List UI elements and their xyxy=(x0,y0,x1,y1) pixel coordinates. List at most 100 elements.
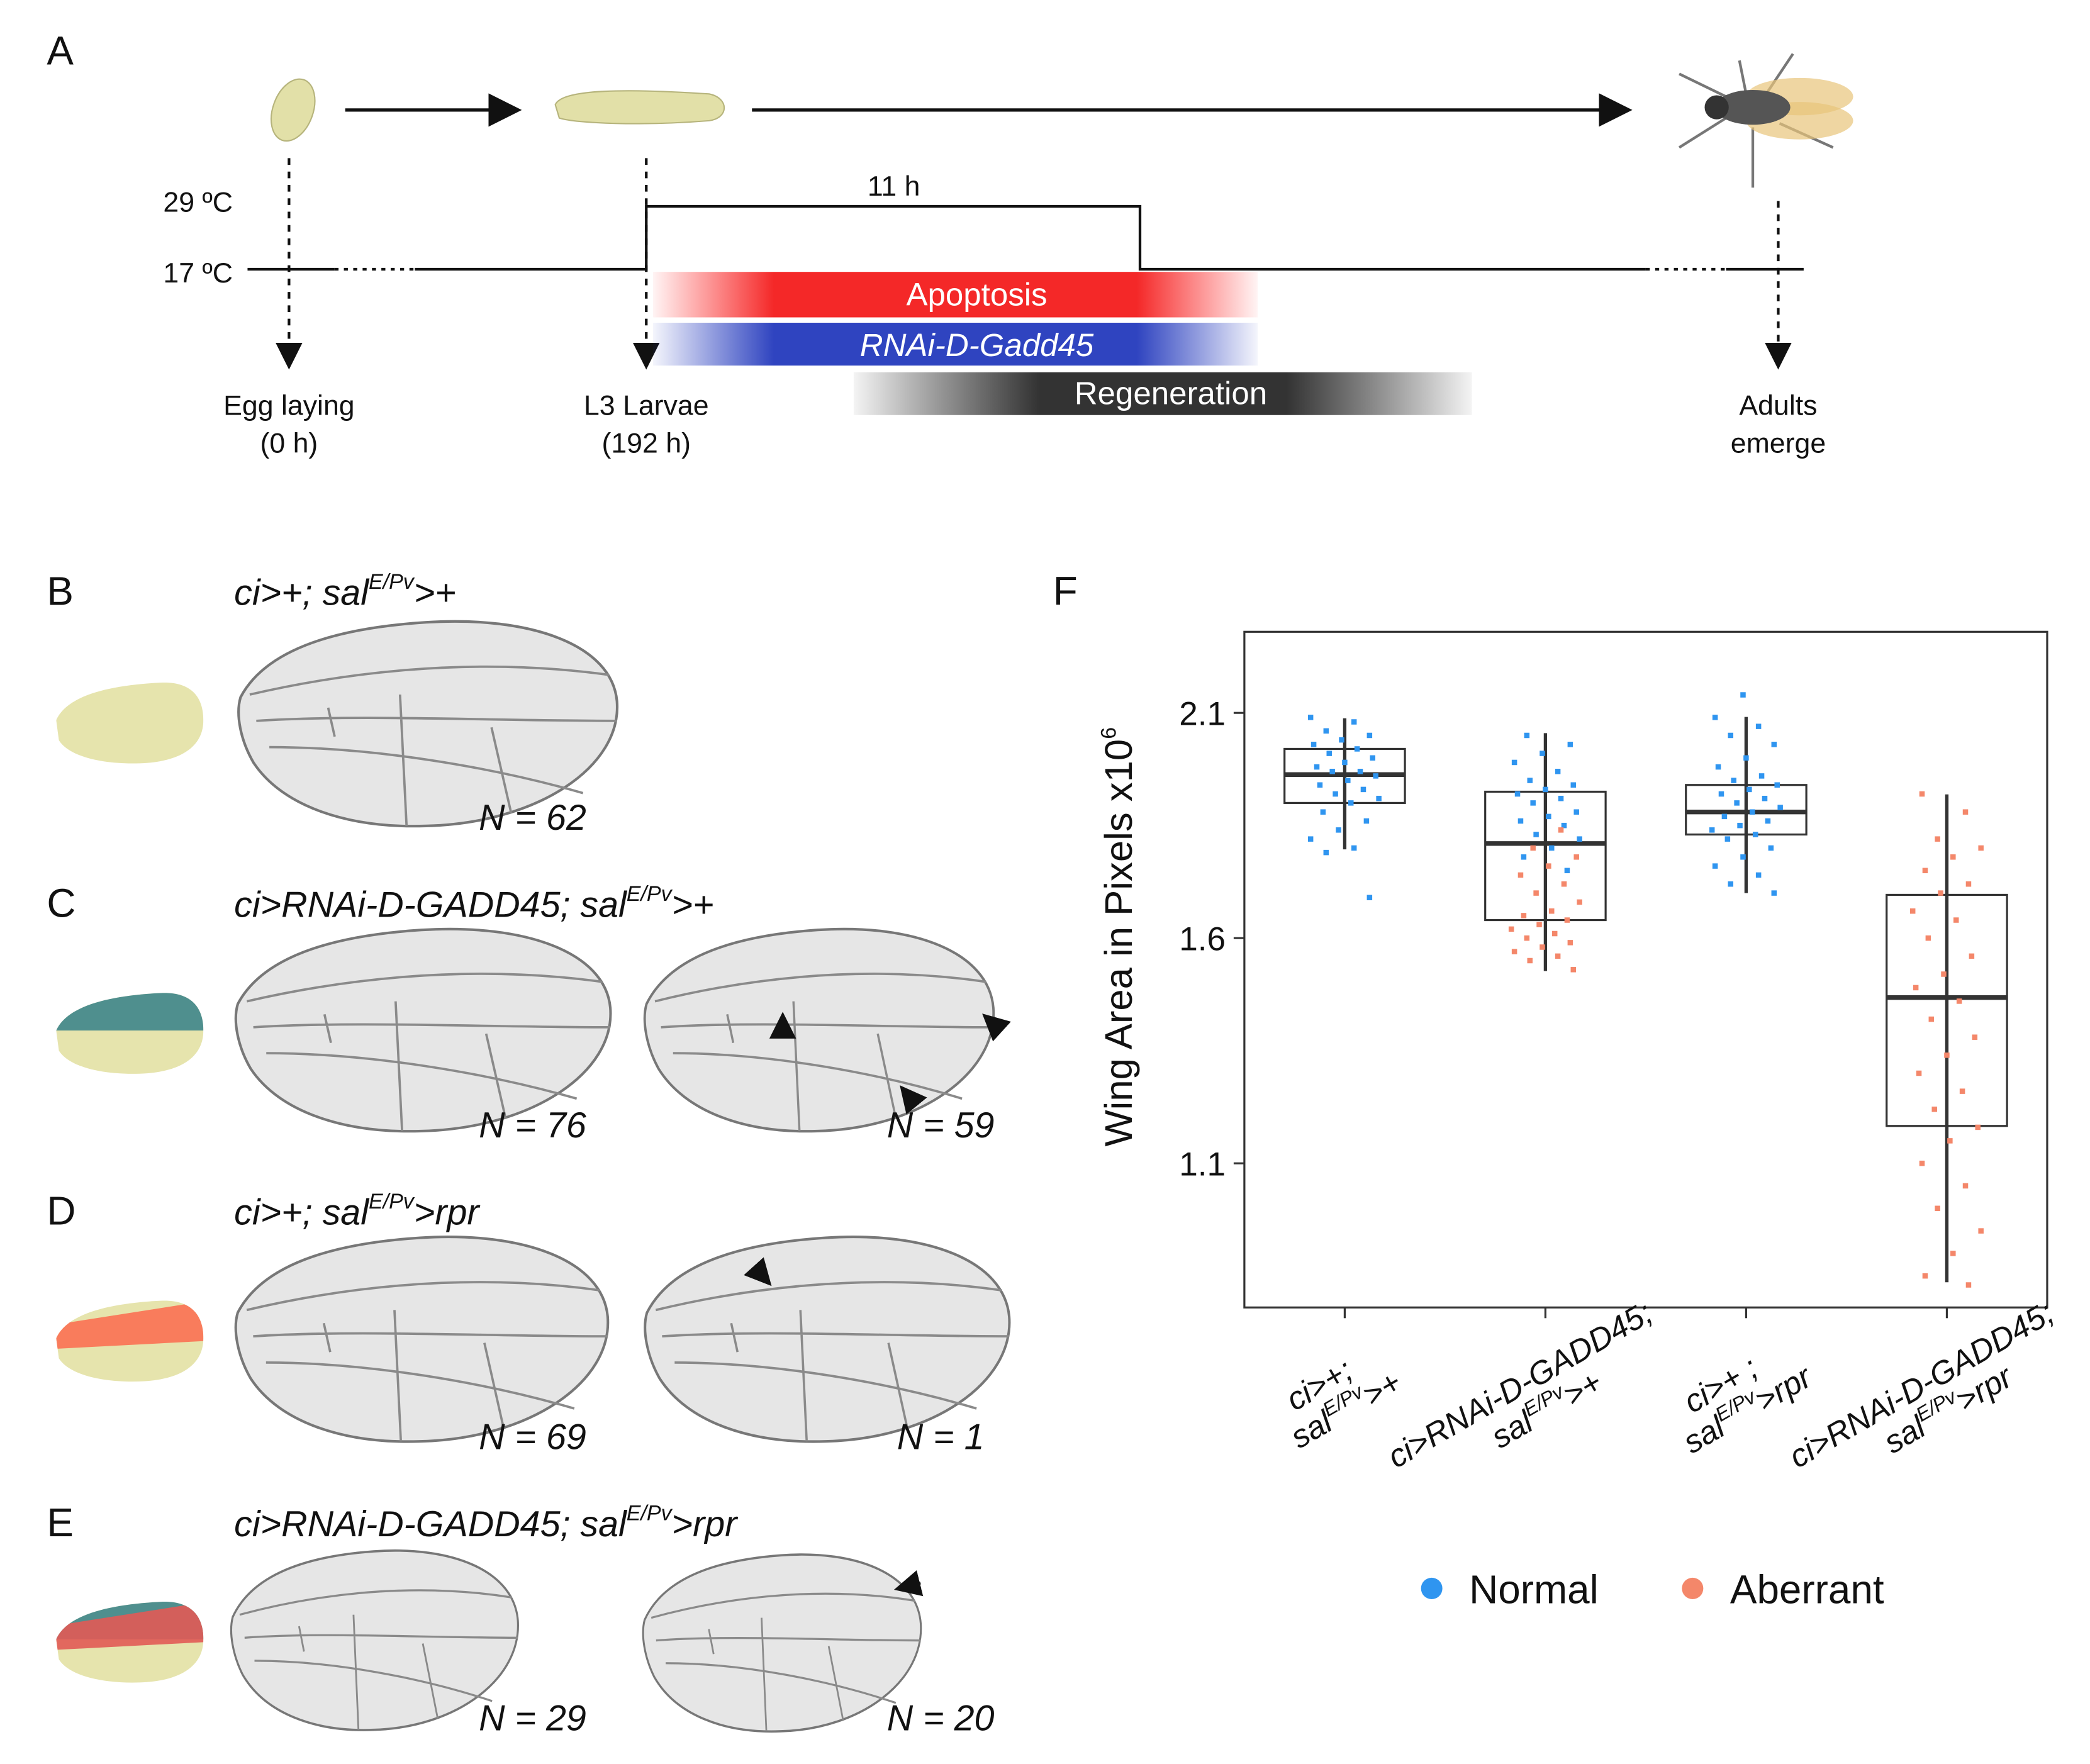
data-point xyxy=(1962,1183,1969,1189)
data-point xyxy=(1765,818,1771,824)
wing-image xyxy=(642,1553,922,1733)
data-point xyxy=(1774,782,1780,788)
count-label: N = 29 xyxy=(479,1698,586,1738)
wing-icon xyxy=(56,682,204,764)
y-tick-label: 2.1 xyxy=(1179,695,1226,732)
data-point xyxy=(1712,863,1718,869)
data-point xyxy=(1975,1124,1981,1130)
bar-label: Apoptosis xyxy=(906,276,1047,312)
y-axis-label: Wing Area in Pixels x106 xyxy=(1097,727,1141,1147)
count-label: N = 59 xyxy=(887,1105,995,1146)
stage-label: (192 h) xyxy=(601,428,691,459)
data-point xyxy=(1567,940,1573,946)
stage-label: emerge xyxy=(1731,428,1826,459)
data-point xyxy=(1922,1273,1928,1279)
genotype-part: >+ xyxy=(672,885,714,925)
panel-label: A xyxy=(47,28,74,74)
data-point xyxy=(1363,818,1370,824)
data-point xyxy=(1919,1160,1925,1166)
data-point xyxy=(1511,949,1517,954)
data-point xyxy=(1323,849,1329,856)
y-axis-label-part: Wing Area in Pixels x10 xyxy=(1097,739,1141,1147)
data-point xyxy=(1743,755,1749,761)
stage-label: (0 h) xyxy=(260,428,318,459)
wing-image xyxy=(645,929,994,1131)
data-point xyxy=(1527,778,1533,783)
genotype-sup: E/Pv xyxy=(627,1501,673,1525)
data-point xyxy=(1536,922,1542,927)
stage-label: L3 Larvae xyxy=(584,391,709,421)
data-point xyxy=(1533,832,1539,837)
data-point xyxy=(1573,809,1579,815)
genotype-part: >rpr xyxy=(414,1192,481,1232)
bar-label: Regeneration xyxy=(1075,376,1267,411)
data-point xyxy=(1333,791,1338,797)
data-point xyxy=(1771,890,1777,896)
apoptosis-bar xyxy=(652,272,1258,318)
wing-image xyxy=(236,929,611,1131)
data-point xyxy=(1965,881,1972,887)
plot-frame xyxy=(1243,630,2048,1309)
data-point xyxy=(1750,809,1755,815)
genotype-part: >rpr xyxy=(672,1504,739,1544)
data-point xyxy=(1307,836,1314,842)
data-point xyxy=(1310,742,1317,747)
genotype-part: ci>RNAi-D-GADD45; sal xyxy=(234,1504,628,1544)
data-point xyxy=(1561,822,1567,829)
data-point xyxy=(1314,764,1320,770)
wing-icon xyxy=(56,993,204,1074)
count-label: N = 62 xyxy=(479,798,586,838)
data-point xyxy=(1376,795,1382,801)
data-point xyxy=(1564,868,1570,874)
box xyxy=(1886,893,2008,1127)
data-point xyxy=(1564,917,1570,923)
data-point xyxy=(1370,755,1376,761)
data-point xyxy=(1558,827,1564,833)
data-point xyxy=(1570,782,1577,788)
wing-images xyxy=(230,622,1011,1733)
data-point xyxy=(1728,732,1734,739)
panel-label: E xyxy=(47,1500,74,1545)
chart: 1.11.62.1ci>+;salE/Pv>+ci>RNAi-D-GADD45;… xyxy=(1179,692,2060,1612)
wing-icons xyxy=(56,682,204,1683)
data-point xyxy=(1721,813,1728,820)
data-point xyxy=(1521,913,1527,918)
data-point xyxy=(1508,926,1514,932)
data-point xyxy=(1777,805,1783,810)
data-point xyxy=(1320,809,1326,815)
data-point xyxy=(1521,854,1527,860)
panel-c: C ci>RNAi-D-GADD45; salE/Pv>+ xyxy=(47,880,713,925)
legend-label: Normal xyxy=(1469,1566,1599,1612)
data-point xyxy=(1947,1138,1953,1144)
data-point xyxy=(1373,773,1378,779)
data-point xyxy=(1317,782,1323,788)
data-point xyxy=(1543,786,1548,793)
count-label: N = 20 xyxy=(887,1698,995,1738)
data-point xyxy=(1577,899,1582,905)
count-label: N = 76 xyxy=(479,1105,586,1146)
data-point xyxy=(1573,854,1579,860)
stage-label: Egg laying xyxy=(223,391,355,421)
regeneration-bar xyxy=(853,372,1472,415)
data-point xyxy=(1712,715,1718,720)
data-point xyxy=(1709,827,1715,833)
genotype-part: ci>+; sal xyxy=(234,1192,370,1232)
data-point xyxy=(1336,827,1341,833)
data-point xyxy=(1339,737,1344,743)
wing-image xyxy=(236,1237,608,1441)
data-point xyxy=(1546,813,1551,820)
data-point xyxy=(1567,742,1573,747)
data-point xyxy=(1514,791,1521,797)
data-point xyxy=(1771,742,1777,747)
genotype: ci>+; salE/Pv>+ xyxy=(234,570,456,613)
data-point xyxy=(1351,845,1357,851)
x-tick-label-part: >+ xyxy=(1356,1364,1407,1414)
wing-image xyxy=(230,1549,520,1731)
data-point xyxy=(1323,728,1329,734)
rnai-bar xyxy=(652,323,1258,366)
egg-icon xyxy=(271,78,316,142)
data-point xyxy=(1715,764,1721,770)
genotype: ci>+; salE/Pv>rpr xyxy=(234,1190,481,1233)
data-point xyxy=(1916,1070,1922,1076)
data-point xyxy=(1530,800,1536,806)
